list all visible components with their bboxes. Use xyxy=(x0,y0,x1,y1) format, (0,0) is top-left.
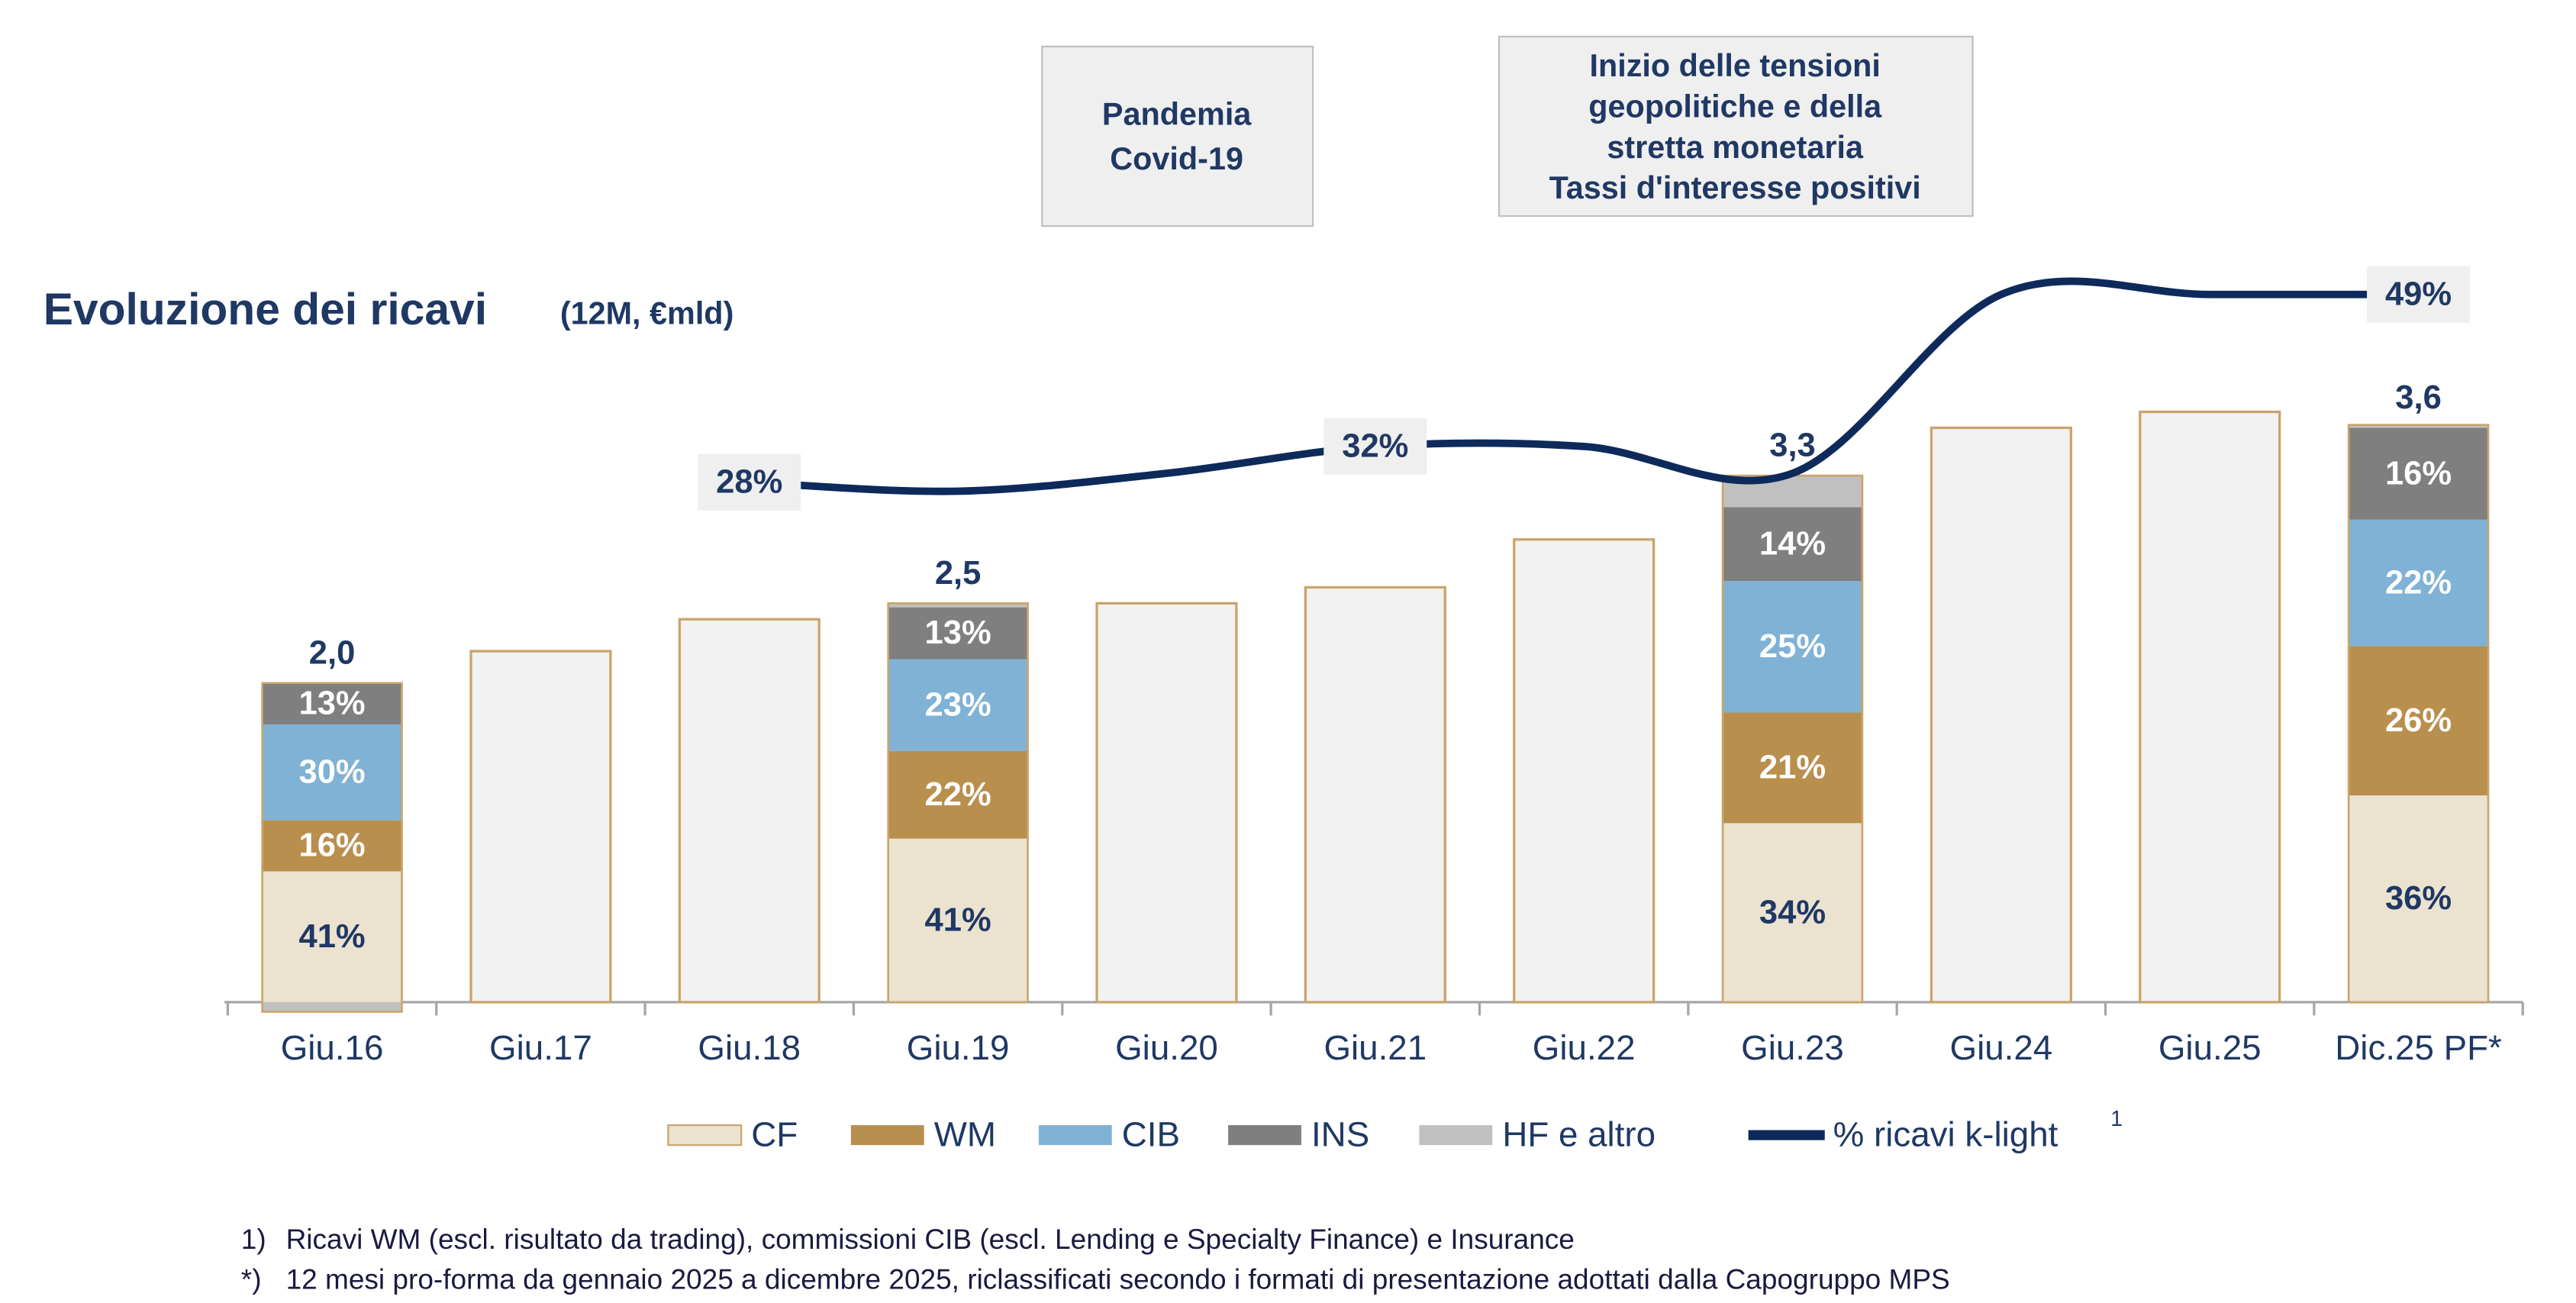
bar xyxy=(1095,602,1238,1004)
legend-footnote-marker: 1 xyxy=(2110,1106,2123,1130)
annotation-text: Pandemia xyxy=(1102,96,1252,131)
data-label: 23% xyxy=(925,686,991,723)
bar-segment xyxy=(262,871,402,1002)
legend-swatch xyxy=(850,1125,924,1146)
legend-swatch xyxy=(1419,1125,1493,1146)
bar-segment xyxy=(262,1001,402,1012)
annotation-text: Covid-19 xyxy=(1110,141,1243,176)
line-label: 28% xyxy=(716,463,782,500)
line-label: 32% xyxy=(1342,428,1408,465)
data-label: 16% xyxy=(298,827,365,864)
total-label: 3,6 xyxy=(2395,379,2442,416)
x-tick-label: Giu.21 xyxy=(1323,1028,1427,1067)
x-tick-label: Giu.20 xyxy=(1115,1028,1218,1067)
data-label: 26% xyxy=(2385,702,2452,739)
bar-outline xyxy=(887,602,1029,1004)
x-tick-label: Giu.24 xyxy=(1950,1028,2053,1067)
bar-segment xyxy=(2349,519,2489,647)
footnote-text: Ricavi WM (escl. risultato da trading), … xyxy=(286,1223,1575,1255)
data-label: 13% xyxy=(925,614,991,651)
bar xyxy=(1930,426,2072,1004)
x-tick-label: Giu.22 xyxy=(1533,1028,1636,1067)
bar-segment xyxy=(2349,646,2489,796)
bar-segment xyxy=(888,750,1028,839)
bar-segment xyxy=(262,682,402,725)
data-label: 34% xyxy=(1759,894,1826,930)
data-label: 22% xyxy=(2385,564,2452,601)
line-series xyxy=(749,277,2419,495)
data-label: 41% xyxy=(925,901,991,938)
legend-swatch xyxy=(667,1124,743,1147)
bar xyxy=(2139,410,2281,1004)
annotation-text: stretta monetaria xyxy=(1607,130,1864,165)
annotation-box xyxy=(1041,45,1314,227)
bar-segment xyxy=(888,838,1028,1002)
legend-label: CIB xyxy=(1122,1114,1180,1153)
bar-segment xyxy=(262,724,402,821)
total-label: 2,0 xyxy=(309,634,356,671)
legend-label: WM xyxy=(934,1114,996,1153)
bar xyxy=(1304,585,1446,1004)
bar-segment xyxy=(1723,581,1862,713)
x-tick-label: Dic.25 PF* xyxy=(2335,1028,2502,1067)
x-tick-label: Giu.23 xyxy=(1741,1028,1844,1067)
footnote-text: 12 mesi pro-forma da gennaio 2025 a dice… xyxy=(286,1263,1950,1295)
data-label: 25% xyxy=(1759,628,1826,665)
bar-segment xyxy=(2349,795,2489,1002)
legend-label: HF e altro xyxy=(1502,1114,1656,1153)
chart-title: Evoluzione dei ricavi xyxy=(44,285,487,334)
annotation-text: Tassi d'interesse positivi xyxy=(1549,170,1921,205)
data-label: 21% xyxy=(1759,750,1826,786)
legend-label: CF xyxy=(751,1114,798,1153)
legend-swatch xyxy=(1038,1125,1112,1146)
bar-segment xyxy=(2349,424,2489,428)
line-label-box xyxy=(1323,418,1427,475)
legend-label: INS xyxy=(1311,1114,1369,1153)
x-tick-label: Giu.19 xyxy=(907,1028,1010,1067)
footnote-marker: 1) xyxy=(241,1223,266,1255)
bar-segment xyxy=(1723,507,1862,582)
data-label: 14% xyxy=(1759,525,1826,562)
bar xyxy=(1513,538,1656,1004)
bar-segment xyxy=(1723,823,1862,1002)
bar-segment xyxy=(888,659,1028,751)
data-label: 16% xyxy=(2385,455,2452,492)
data-label: 36% xyxy=(2385,880,2452,917)
line-label-box xyxy=(2367,266,2471,323)
bar-segment xyxy=(1723,712,1862,824)
annotation-box xyxy=(1498,35,1974,218)
bar xyxy=(678,618,821,1004)
bar-outline xyxy=(261,682,403,1013)
line-label: 49% xyxy=(2385,276,2452,312)
x-tick-label: Giu.18 xyxy=(698,1028,801,1067)
chart-subtitle: (12M, €mld) xyxy=(560,296,734,331)
legend-swatch xyxy=(1228,1125,1301,1146)
data-label: 41% xyxy=(298,918,365,955)
total-label: 3,3 xyxy=(1769,427,1816,464)
annotation-text: geopolitiche e della xyxy=(1588,89,1882,124)
legend-label: % ricavi k-light xyxy=(1833,1114,2059,1153)
x-tick-label: Giu.16 xyxy=(281,1028,384,1067)
annotation-text: Inizio delle tensioni xyxy=(1589,48,1880,83)
data-label: 13% xyxy=(298,685,365,722)
data-label: 30% xyxy=(298,754,365,791)
footnote-marker: *) xyxy=(241,1263,262,1295)
x-tick-label: Giu.17 xyxy=(489,1028,592,1067)
total-label: 2,5 xyxy=(935,555,982,592)
bar xyxy=(469,650,612,1004)
line-label-box xyxy=(698,453,801,511)
bar-segment xyxy=(2349,427,2489,520)
data-label: 22% xyxy=(925,776,991,813)
x-tick-label: Giu.25 xyxy=(2158,1028,2262,1067)
bar-segment xyxy=(888,607,1028,660)
bar-segment xyxy=(262,820,402,872)
bar-segment xyxy=(888,603,1028,608)
bar-outline xyxy=(2347,424,2490,1004)
